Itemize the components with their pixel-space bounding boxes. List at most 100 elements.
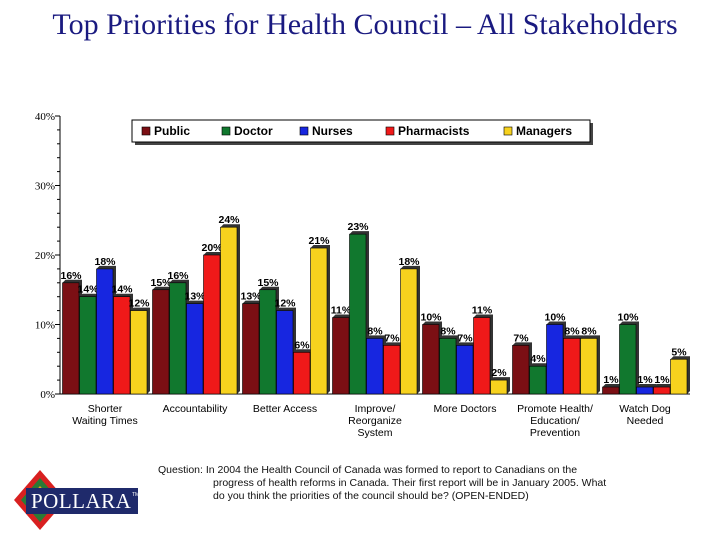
bar — [79, 296, 97, 395]
legend-label: Managers — [516, 124, 572, 138]
bar-chart: 0% 10% 20% 30% 40% 16% 14% 18% 14% 12% ShorterWait… — [35, 111, 690, 439]
data-label: 13% — [184, 291, 206, 303]
bar-shadow — [580, 335, 600, 394]
bar — [366, 338, 384, 395]
data-label: 13% — [240, 291, 262, 303]
legend-label: Pharmacists — [398, 124, 470, 138]
bar-shadow — [602, 384, 622, 394]
data-label: 21% — [308, 235, 330, 247]
bar — [670, 358, 688, 395]
legend-swatch — [221, 126, 231, 136]
bar-shadow — [670, 356, 690, 394]
data-label: 7% — [457, 332, 473, 344]
bar — [186, 303, 204, 395]
data-label: 10% — [420, 312, 442, 324]
y-tick-label: 10% — [35, 320, 55, 332]
bar — [602, 386, 620, 395]
data-label: 10% — [617, 312, 639, 324]
bar — [310, 247, 328, 395]
data-label: 5% — [671, 346, 687, 358]
bar — [332, 317, 350, 395]
bar — [563, 338, 581, 395]
legend-swatch — [385, 126, 395, 136]
bar-shadow — [220, 224, 240, 394]
bar-shadow — [636, 384, 656, 394]
bar — [169, 282, 187, 395]
category-label: Reorganize — [348, 415, 402, 427]
data-label: 12% — [128, 298, 150, 310]
category-label: Improve/ — [355, 403, 396, 415]
bar — [62, 282, 80, 395]
bar — [130, 310, 148, 395]
bar — [242, 303, 260, 395]
logo-wordmark: POLLARA — [31, 489, 132, 513]
category-label: System — [357, 427, 392, 439]
data-label: 8% — [440, 325, 456, 337]
bar — [203, 254, 221, 395]
data-label: 16% — [60, 270, 82, 282]
data-label: 6% — [294, 339, 310, 351]
bar — [113, 296, 131, 395]
data-label: 12% — [274, 298, 296, 310]
data-label: 14% — [77, 284, 99, 296]
category-label: Needed — [627, 415, 664, 427]
bar — [96, 268, 114, 395]
bar — [619, 324, 637, 395]
bar — [276, 310, 294, 395]
category-label: Shorter — [88, 403, 123, 415]
bar — [293, 351, 311, 395]
bar — [383, 345, 401, 395]
legend-swatch — [299, 126, 309, 136]
question-line-2: progress of health reforms in Canada. Th… — [213, 477, 607, 489]
bar — [529, 365, 547, 395]
question-line-3: do you think the priorities of the counc… — [213, 490, 529, 502]
bar — [422, 324, 440, 395]
data-label: 4% — [530, 353, 546, 365]
bar — [653, 386, 671, 395]
bar — [152, 289, 170, 395]
legend-label: Public — [154, 124, 190, 138]
legend-label: Doctor — [234, 124, 273, 138]
bar — [580, 338, 598, 395]
bar-shadow — [653, 384, 673, 394]
legend-label: Nurses — [312, 124, 353, 138]
category-label: Waiting Times — [72, 415, 138, 427]
category-label: Watch Dog — [619, 403, 671, 415]
logo-banner — [26, 488, 138, 514]
data-label: 8% — [581, 325, 597, 337]
data-label: 20% — [201, 242, 223, 254]
bar-shadow — [130, 307, 150, 394]
data-label: 7% — [384, 332, 400, 344]
bar — [473, 317, 491, 395]
data-label: 18% — [94, 256, 116, 268]
data-label: 2% — [491, 367, 507, 379]
bar — [259, 289, 277, 395]
question-text: Question: In 2004 the Health Council of … — [158, 464, 678, 503]
bar — [512, 345, 530, 395]
legend-swatch — [503, 126, 513, 136]
category-label: Prevention — [530, 427, 580, 439]
data-label: 11% — [331, 305, 352, 317]
data-label: 18% — [398, 256, 420, 268]
question-line-1: Question: In 2004 the Health Council of … — [158, 464, 578, 476]
bar — [490, 379, 508, 395]
data-label: 10% — [544, 312, 566, 324]
category-label: More Doctors — [433, 403, 496, 415]
bar — [456, 345, 474, 395]
data-label: 7% — [513, 332, 529, 344]
bar-shadow — [400, 265, 420, 394]
data-label: 15% — [150, 277, 172, 289]
bar — [349, 233, 367, 395]
bar — [636, 386, 654, 395]
bar-shadow — [490, 377, 510, 394]
pollara-logo: POLLARA TM — [14, 470, 139, 530]
data-label: 15% — [257, 277, 279, 289]
y-tick-label: 40% — [35, 111, 55, 123]
y-tick-label: 30% — [35, 181, 55, 193]
legend-swatch — [141, 126, 151, 136]
data-label: 1% — [637, 374, 653, 386]
legend — [131, 119, 591, 143]
data-label: 16% — [167, 270, 189, 282]
bar — [400, 268, 418, 395]
data-label: 1% — [603, 374, 619, 386]
